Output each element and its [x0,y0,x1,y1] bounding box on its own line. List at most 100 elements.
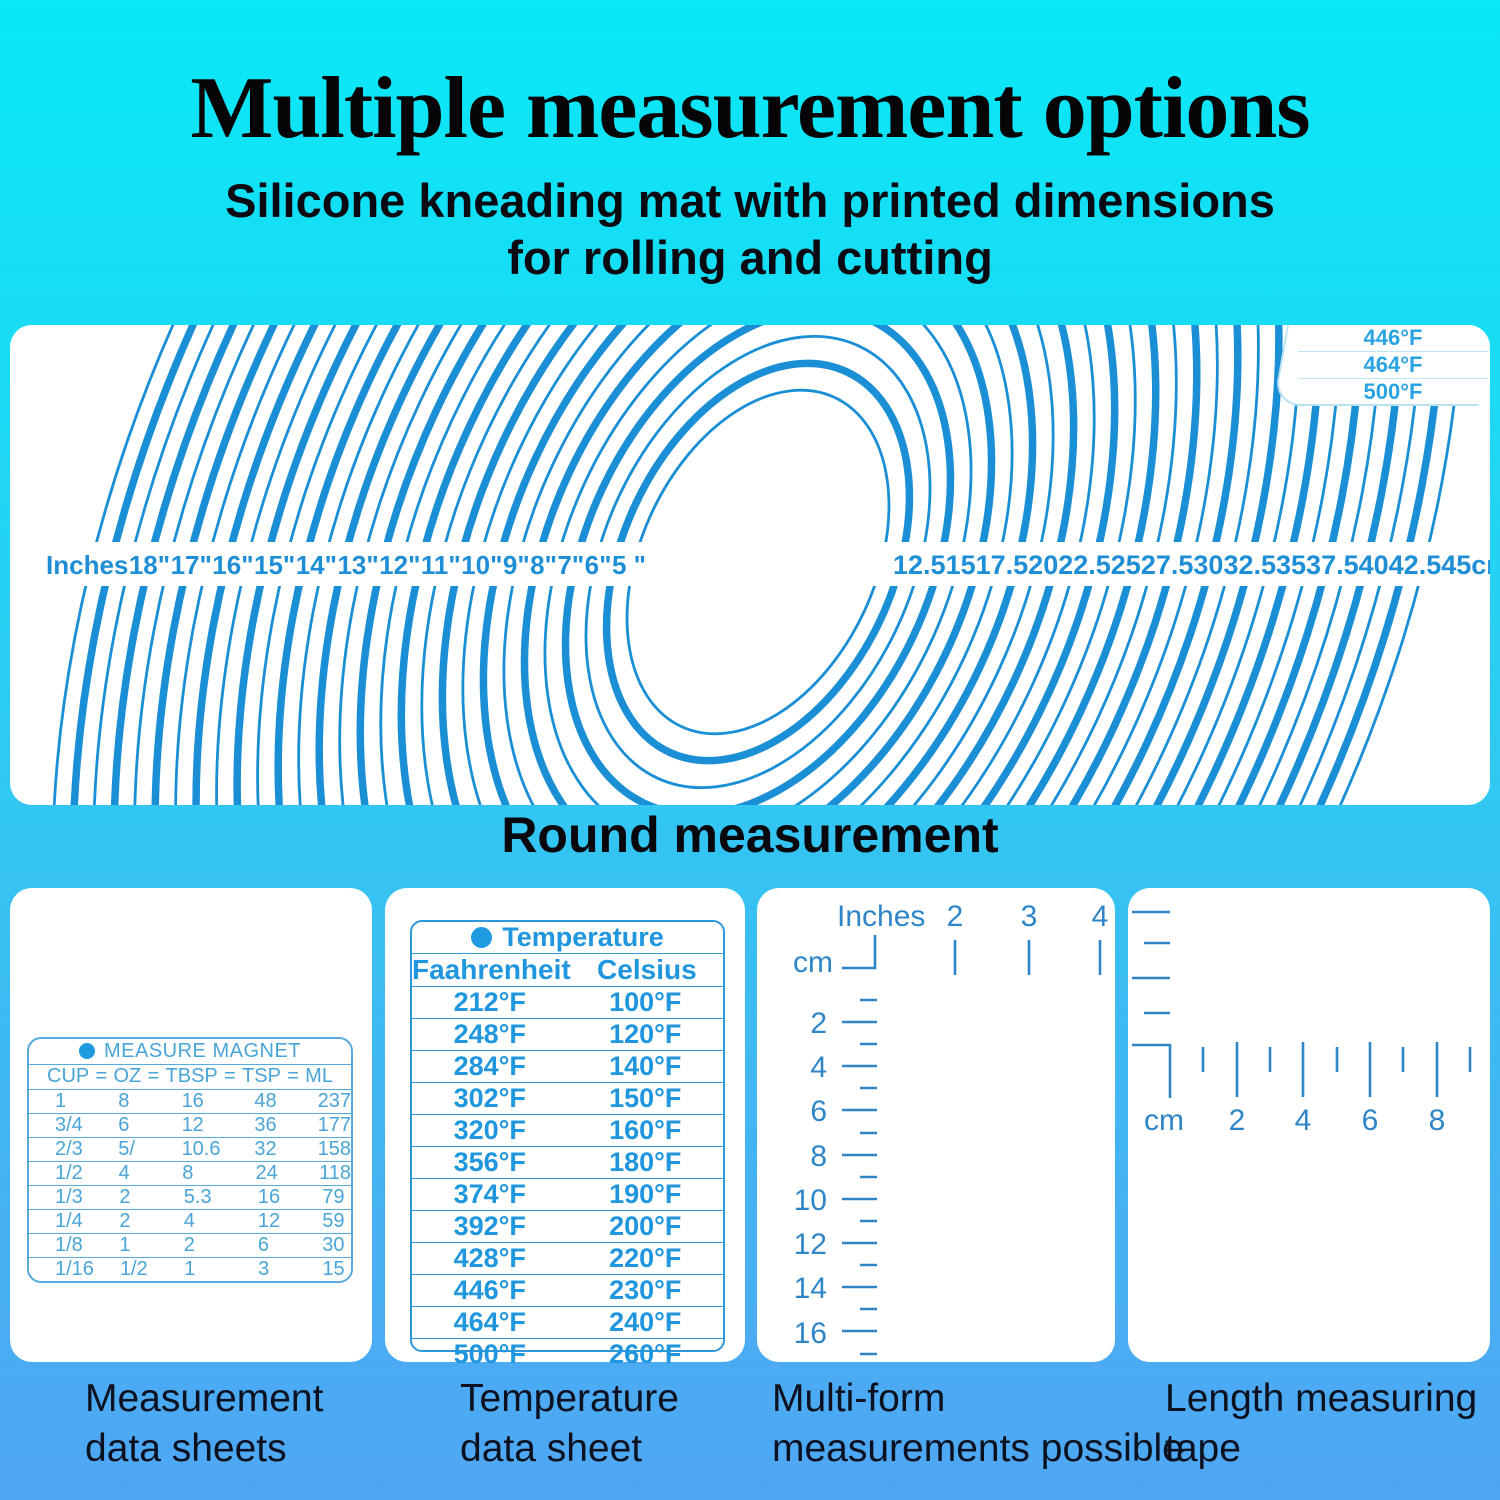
bullet-dot-icon [471,927,493,948]
measure-magnet-title: MEASURE MAGNET [103,1039,302,1062]
column-header: = [287,1065,299,1088]
temperature-corner-value: 446°F [1298,325,1488,352]
cup-value: 1/4 [55,1210,83,1232]
caption-length-tape: Length measuring tape [1165,1377,1478,1470]
inch-ring-label: 16" [212,549,254,580]
inch-ring-label: 13" [337,549,379,580]
oz-value: 6 [118,1114,130,1136]
table-row: 1/8 1 2 6 30 [29,1234,351,1258]
caption-measurement-data: Measurement data sheets [85,1377,324,1470]
cm-ring-label: 42.5 [1388,549,1442,580]
panel-temperature-data: Temperature Faahrenheit Celsius 212°F 10… [385,888,745,1369]
cm-ring-label: 20 [1028,549,1059,580]
ml-value: 158 [317,1138,351,1160]
inch-ring-label: 7" [557,549,585,580]
table-row: 320°F 160°F [412,1115,723,1147]
inch-ring-label: 12" [379,549,421,580]
oz-value: 2 [119,1186,131,1208]
inch-ring-label: 9" [502,549,530,580]
celsius-value: 200°F [609,1211,682,1241]
cm-scale-label: cm [793,946,833,979]
celsius-value: 120°F [609,1019,682,1049]
tbsp-value: 16 [181,1090,204,1112]
column-header: = [95,1065,108,1088]
corner-ruler-graphic [842,935,1102,1356]
cm-ring-label: 25 [1110,549,1141,580]
cm-ring-label: 17.5 [975,549,1029,580]
panel-length-tape: cm 2 4 6 8 [1128,888,1490,1362]
table-row: 446°F 230°F [412,1275,723,1307]
fahrenheit-value: 392°F [453,1211,526,1241]
tsp-value: 32 [254,1138,277,1160]
table-row: 356°F 180°F [412,1147,723,1179]
cm-tick-label: 2 [810,1007,827,1040]
table-row: 464°F 240°F [412,1307,723,1339]
cup-value: 3/4 [55,1114,83,1136]
tape-ruler-graphic [1132,910,1472,1098]
cm-tick-label: 6 [810,1095,827,1128]
column-header: TBSP [165,1065,218,1088]
fahrenheit-value: 356°F [453,1147,526,1177]
fahrenheit-column-header: Faahrenheit [412,954,571,985]
inch-ring-label: Inches [46,549,129,580]
measure-magnet-header: MEASURE MAGNET [29,1039,351,1065]
inch-ring-label: 15" [254,549,296,580]
fahrenheit-value: 464°F [453,1307,526,1337]
tsp-value: 6 [257,1234,269,1256]
oz-value: 4 [118,1162,130,1184]
temperature-corner-value: 500°F [1363,379,1423,404]
table-row: 500°F 260°F [412,1339,723,1370]
table-row: 1/3 2 5.3 16 79 [29,1186,351,1210]
tsp-value: 24 [255,1162,278,1184]
oz-value: 1/2 [119,1258,148,1280]
concentric-rings-graphic [51,325,1465,805]
fahrenheit-value: 302°F [453,1083,526,1113]
fahrenheit-value: 428°F [453,1243,526,1273]
page-title: Multiple measurement options [190,60,1310,157]
inch-ring-label: 6" [584,549,612,580]
cm-ring-label: 37.5 [1306,549,1359,580]
cm-tick-label: 10 [793,1184,827,1217]
celsius-value: 150°F [609,1083,682,1113]
cup-value: 1/3 [55,1186,83,1208]
temperature-table: Temperature Faahrenheit Celsius 212°F 10… [410,920,725,1369]
table-row: 1 8 16 48 237 [29,1090,351,1114]
table-row: 1/16 1/2 1 3 15 [29,1258,351,1281]
tbsp-value: 8 [182,1162,194,1184]
column-header: ML [305,1065,333,1088]
column-header: = [224,1065,236,1088]
celsius-value: 220°F [609,1243,682,1273]
tsp-value: 36 [254,1114,277,1136]
cm-ring-label: 32.5 [1223,549,1276,580]
inch-ring-label: 5 " [611,549,646,580]
inch-ring-label: 10" [461,549,503,580]
temperature-table-title: Temperature [502,922,664,952]
ml-value: 79 [322,1186,345,1208]
tbsp-value: 4 [183,1210,195,1232]
cm-scale-label: cm [1144,1104,1184,1137]
cm-ring-label: 22.5 [1058,549,1111,580]
page-subtitle: Silicone kneading mat with printed dimen… [225,174,1275,285]
fahrenheit-value: 212°F [453,987,526,1017]
temperature-corner-table: 446°F 464°F 500°F [1272,325,1490,406]
celsius-value: 230°F [609,1275,682,1305]
fahrenheit-value: 500°F [453,1339,526,1369]
tsp-value: 3 [258,1258,270,1280]
inch-tick-label: 2 [946,900,964,933]
ring-label-band [10,542,1490,586]
measure-magnet-body: 1 8 16 48 237 3/4 6 12 36 177 2/3 5/ 10.… [29,1090,351,1281]
tbsp-value: 2 [183,1234,195,1256]
cm-tick-label: 12 [793,1228,827,1261]
cup-value: 1/8 [55,1234,83,1256]
tbsp-value: 1 [184,1258,196,1280]
celsius-value: 240°F [609,1307,682,1337]
table-row: 1/2 4 8 24 118 [29,1162,351,1186]
table-row: 302°F 150°F [412,1083,723,1115]
caption-temperature-data: Temperature data sheet [460,1377,679,1470]
cup-value: 1/16 [55,1258,94,1280]
cup-value: 2/3 [55,1138,83,1160]
cm-ring-label: 35 [1276,549,1307,580]
inch-ring-label: 8" [530,549,557,580]
temperature-corner-rows: 446°F 464°F 500°F [1298,325,1488,405]
